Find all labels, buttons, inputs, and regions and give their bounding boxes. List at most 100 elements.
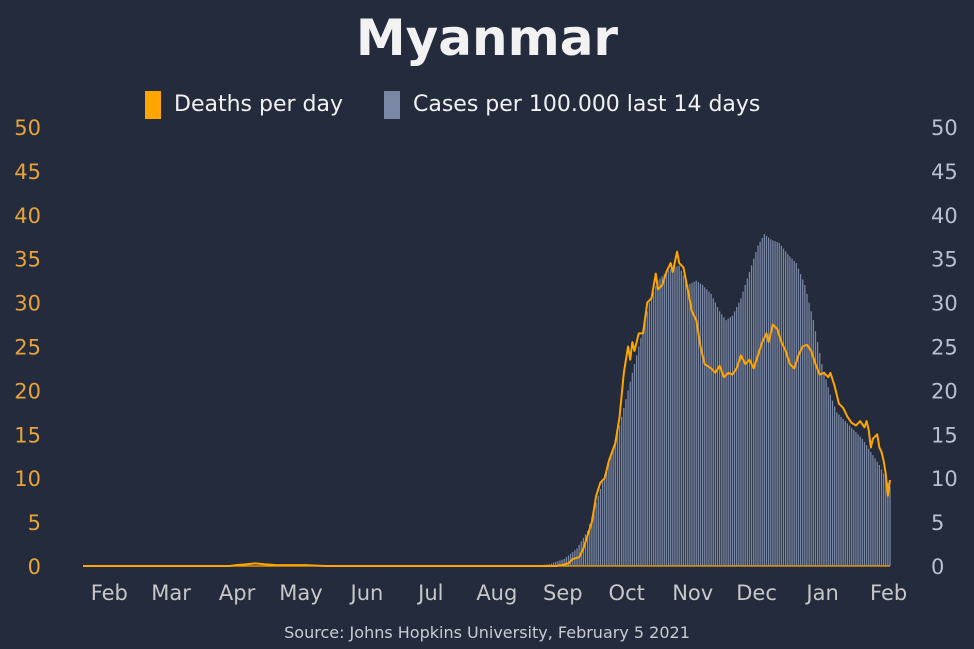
cases-bar bbox=[618, 425, 621, 566]
cases-bar bbox=[729, 317, 731, 566]
cases-bar bbox=[710, 293, 712, 566]
left-axis-tick-10: 10 bbox=[14, 467, 41, 491]
cases-bar bbox=[623, 407, 625, 566]
cases-bar bbox=[584, 534, 587, 566]
legend-deaths-swatch bbox=[145, 91, 161, 119]
cases-bar bbox=[635, 355, 638, 566]
left-axis-tick-20: 20 bbox=[14, 379, 41, 403]
cases-bar bbox=[614, 439, 616, 566]
cases-bar bbox=[704, 287, 706, 566]
cases-bar bbox=[589, 523, 591, 566]
cases-bar bbox=[608, 460, 610, 566]
cases-bar bbox=[708, 291, 710, 567]
x-axis-tick-mar-1: Mar bbox=[151, 581, 191, 605]
cases-bar bbox=[857, 434, 859, 566]
cases-bar bbox=[810, 311, 812, 566]
cases-bar bbox=[793, 260, 795, 566]
right-axis-tick-15: 15 bbox=[931, 423, 958, 447]
cases-bar bbox=[712, 298, 714, 566]
cases-bar bbox=[823, 371, 825, 566]
cases-bar bbox=[748, 271, 751, 566]
cases-bar bbox=[695, 280, 697, 566]
cases-bar bbox=[802, 279, 804, 566]
cases-bar bbox=[853, 429, 855, 566]
cases-bar bbox=[804, 285, 806, 566]
cases-bar bbox=[761, 237, 763, 567]
x-axis-tick-may-3: May bbox=[279, 581, 322, 605]
cases-bar bbox=[648, 302, 651, 566]
cases-bar bbox=[865, 445, 868, 566]
cases-bar bbox=[834, 406, 836, 566]
cases-bar bbox=[742, 291, 744, 567]
cases-bar bbox=[825, 379, 827, 566]
cases-bar bbox=[808, 302, 810, 566]
cases-bar bbox=[797, 268, 800, 566]
cases-bar bbox=[587, 530, 589, 566]
x-axis-tick-jun-4: Jun bbox=[349, 581, 384, 605]
cases-bar bbox=[795, 263, 797, 566]
cases-bar bbox=[814, 331, 817, 566]
cases-bar bbox=[621, 416, 623, 566]
cases-bar bbox=[772, 240, 774, 566]
cases-bar bbox=[723, 317, 725, 566]
cases-bar bbox=[567, 555, 570, 566]
cases-bar bbox=[848, 425, 851, 566]
cases-bar bbox=[687, 285, 689, 566]
cases-bar bbox=[759, 241, 761, 567]
cases-bar bbox=[552, 562, 555, 566]
cases-bar bbox=[655, 286, 657, 566]
cases-bar bbox=[880, 469, 883, 566]
left-axis-tick-15: 15 bbox=[14, 423, 41, 447]
right-axis-tick-5: 5 bbox=[931, 511, 944, 535]
cases-bar bbox=[689, 283, 691, 566]
left-axis-tick-45: 45 bbox=[14, 160, 41, 184]
left-axis-tick-35: 35 bbox=[14, 248, 41, 272]
cases-bar bbox=[757, 245, 759, 566]
cases-bar bbox=[868, 448, 870, 566]
x-axis-tick-jul-5: Jul bbox=[416, 581, 443, 605]
cases-bar bbox=[625, 399, 627, 566]
left-axis-tick-0: 0 bbox=[28, 555, 41, 579]
cases-bar bbox=[885, 478, 887, 566]
cases-bar bbox=[550, 563, 553, 566]
cases-bar bbox=[816, 342, 819, 566]
cases-bar bbox=[851, 427, 853, 566]
right-axis-tick-25: 25 bbox=[931, 336, 958, 360]
cases-bar bbox=[855, 432, 857, 566]
cases-bar bbox=[776, 242, 778, 566]
cases-bar bbox=[633, 364, 636, 566]
left-axis-tick-30: 30 bbox=[14, 292, 41, 316]
cases-bar bbox=[827, 387, 829, 566]
cases-bar bbox=[765, 235, 768, 566]
cases-bar bbox=[740, 298, 742, 566]
cases-bar bbox=[629, 381, 631, 566]
cases-bar bbox=[819, 353, 821, 566]
cases-bar bbox=[665, 271, 668, 566]
cases-bar bbox=[616, 432, 619, 566]
left-axis-tick-25: 25 bbox=[14, 336, 41, 360]
cases-bar bbox=[836, 412, 838, 566]
cases-bar bbox=[887, 482, 889, 566]
cases-bar bbox=[646, 311, 648, 566]
cases-bar bbox=[604, 474, 606, 566]
left-axis-tick-50: 50 bbox=[14, 116, 41, 140]
cases-bar bbox=[755, 252, 757, 566]
cases-bar bbox=[676, 266, 678, 566]
x-axis-tick-nov-9: Nov bbox=[672, 581, 713, 605]
legend-cases-label: Cases per 100.000 last 14 days bbox=[413, 92, 760, 117]
cases-bar bbox=[706, 289, 708, 566]
cases-bar bbox=[595, 502, 597, 566]
cases-bar bbox=[674, 266, 676, 566]
cases-bar bbox=[565, 557, 567, 566]
right-axis-tick-35: 35 bbox=[931, 248, 958, 272]
cases-bar bbox=[719, 311, 721, 566]
cases-bar bbox=[631, 372, 633, 566]
cases-bar bbox=[555, 561, 557, 566]
cases-bar bbox=[831, 400, 834, 566]
cases-bar bbox=[870, 451, 872, 566]
cases-bar bbox=[597, 495, 599, 566]
x-axis-tick-feb-0: Feb bbox=[91, 581, 128, 605]
cases-bar bbox=[744, 285, 746, 566]
cases-bar bbox=[716, 306, 719, 566]
